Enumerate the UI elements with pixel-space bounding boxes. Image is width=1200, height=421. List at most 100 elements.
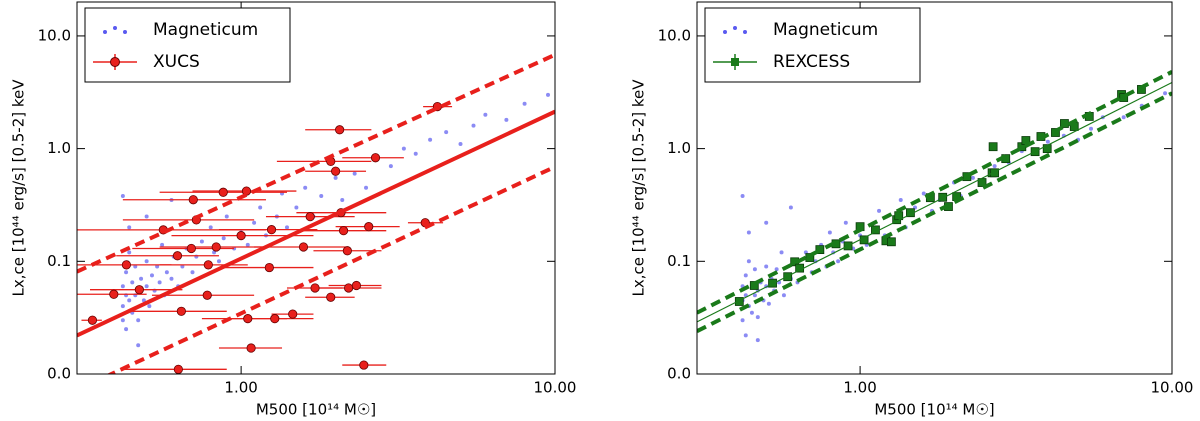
y-tick-label: 0.1 <box>47 252 71 270</box>
marker <box>127 250 132 255</box>
marker <box>755 338 760 343</box>
marker <box>458 141 463 146</box>
marker <box>298 242 309 252</box>
marker <box>774 267 779 272</box>
marker <box>190 270 195 275</box>
marker <box>139 276 144 281</box>
marker <box>331 166 341 176</box>
plot-area <box>697 70 1172 343</box>
marker <box>172 251 183 261</box>
marker <box>216 259 221 264</box>
marker <box>342 246 352 256</box>
marker <box>258 205 263 210</box>
y-tick-label: 1.0 <box>47 139 71 157</box>
x-tick-label: 1.00 <box>224 379 257 397</box>
panel: 1.00 10.00 0.0 0.1 1.0 10.0 M500 [10¹⁴ M☉] Lx,c… <box>10 1 577 419</box>
marker <box>970 175 975 180</box>
marker <box>743 333 748 338</box>
marker <box>921 191 926 196</box>
legend-marker <box>103 30 107 34</box>
fit-line <box>106 164 555 374</box>
marker <box>326 292 336 302</box>
fit-line <box>697 81 1172 323</box>
marker <box>160 242 165 247</box>
marker <box>388 164 393 169</box>
marker <box>87 315 98 325</box>
marker <box>843 220 848 225</box>
marker <box>752 293 757 298</box>
axes-frame <box>76 1 556 375</box>
marker <box>144 284 149 289</box>
y-tick-label: 1.0 <box>667 139 691 157</box>
marker <box>236 231 246 241</box>
legend-label: XUCS <box>153 52 200 72</box>
marker <box>127 298 132 303</box>
marker <box>992 164 997 169</box>
y-tick-label: 0.1 <box>667 252 691 270</box>
marker <box>221 236 226 241</box>
marker <box>1045 139 1050 144</box>
marker <box>755 315 760 320</box>
legend-marker <box>731 58 739 66</box>
marker <box>886 237 896 247</box>
legend-box <box>84 7 291 83</box>
marker <box>284 225 289 230</box>
marker <box>149 273 154 278</box>
y-tick-label: 0.0 <box>667 365 691 383</box>
marker <box>428 137 433 142</box>
marker <box>340 197 345 202</box>
marker <box>740 318 745 323</box>
marker <box>144 259 149 264</box>
marker <box>746 259 751 264</box>
marker <box>483 112 488 117</box>
marker <box>781 293 786 298</box>
marker <box>120 318 125 323</box>
marker <box>764 220 769 225</box>
marker <box>1119 93 1129 102</box>
legend-marker <box>743 30 747 34</box>
marker <box>471 123 476 128</box>
marker <box>743 273 748 278</box>
marker <box>303 185 308 190</box>
marker <box>359 360 369 370</box>
marker <box>766 301 771 306</box>
y-tick-label: 10.0 <box>38 26 71 44</box>
marker <box>364 185 369 190</box>
marker <box>333 175 338 180</box>
marker <box>266 225 277 235</box>
legend-marker <box>723 30 727 34</box>
marker <box>779 250 784 255</box>
marker <box>752 267 757 272</box>
panel: 1.00 10.00 0.0 0.1 1.0 10.0 M500 [10¹⁴ M☉] Lx,c… <box>630 1 1193 419</box>
marker <box>310 283 320 293</box>
marker <box>176 306 186 316</box>
marker <box>827 230 832 235</box>
marker <box>164 270 169 275</box>
marker <box>1121 115 1126 120</box>
y-tick-label: 10.0 <box>658 26 691 44</box>
marker <box>211 242 221 252</box>
fit-line <box>697 91 1172 333</box>
marker <box>141 298 146 303</box>
marker <box>202 290 212 300</box>
marker <box>252 220 257 225</box>
y-axis-label: Lx,ce [10⁴⁴ erg/s] [0.5-2] keV <box>630 79 648 297</box>
y-axis-label: Lx,ce [10⁴⁴ erg/s] [0.5-2] keV <box>10 79 28 297</box>
legend-marker <box>123 30 127 34</box>
y-tick-label: 0.0 <box>47 365 71 383</box>
marker <box>188 195 198 205</box>
x-axis-label: M500 [10¹⁴ M☉] <box>874 401 994 419</box>
marker <box>224 214 229 219</box>
legend-marker <box>733 26 737 30</box>
fit-line <box>697 70 1172 315</box>
x-tick-label: 10.00 <box>534 379 577 397</box>
marker <box>169 276 174 281</box>
marker <box>245 242 250 247</box>
marker <box>522 101 527 106</box>
marker <box>109 289 119 299</box>
marker <box>504 117 509 122</box>
marker <box>988 142 998 152</box>
marker <box>990 168 1000 178</box>
marker <box>186 243 196 254</box>
